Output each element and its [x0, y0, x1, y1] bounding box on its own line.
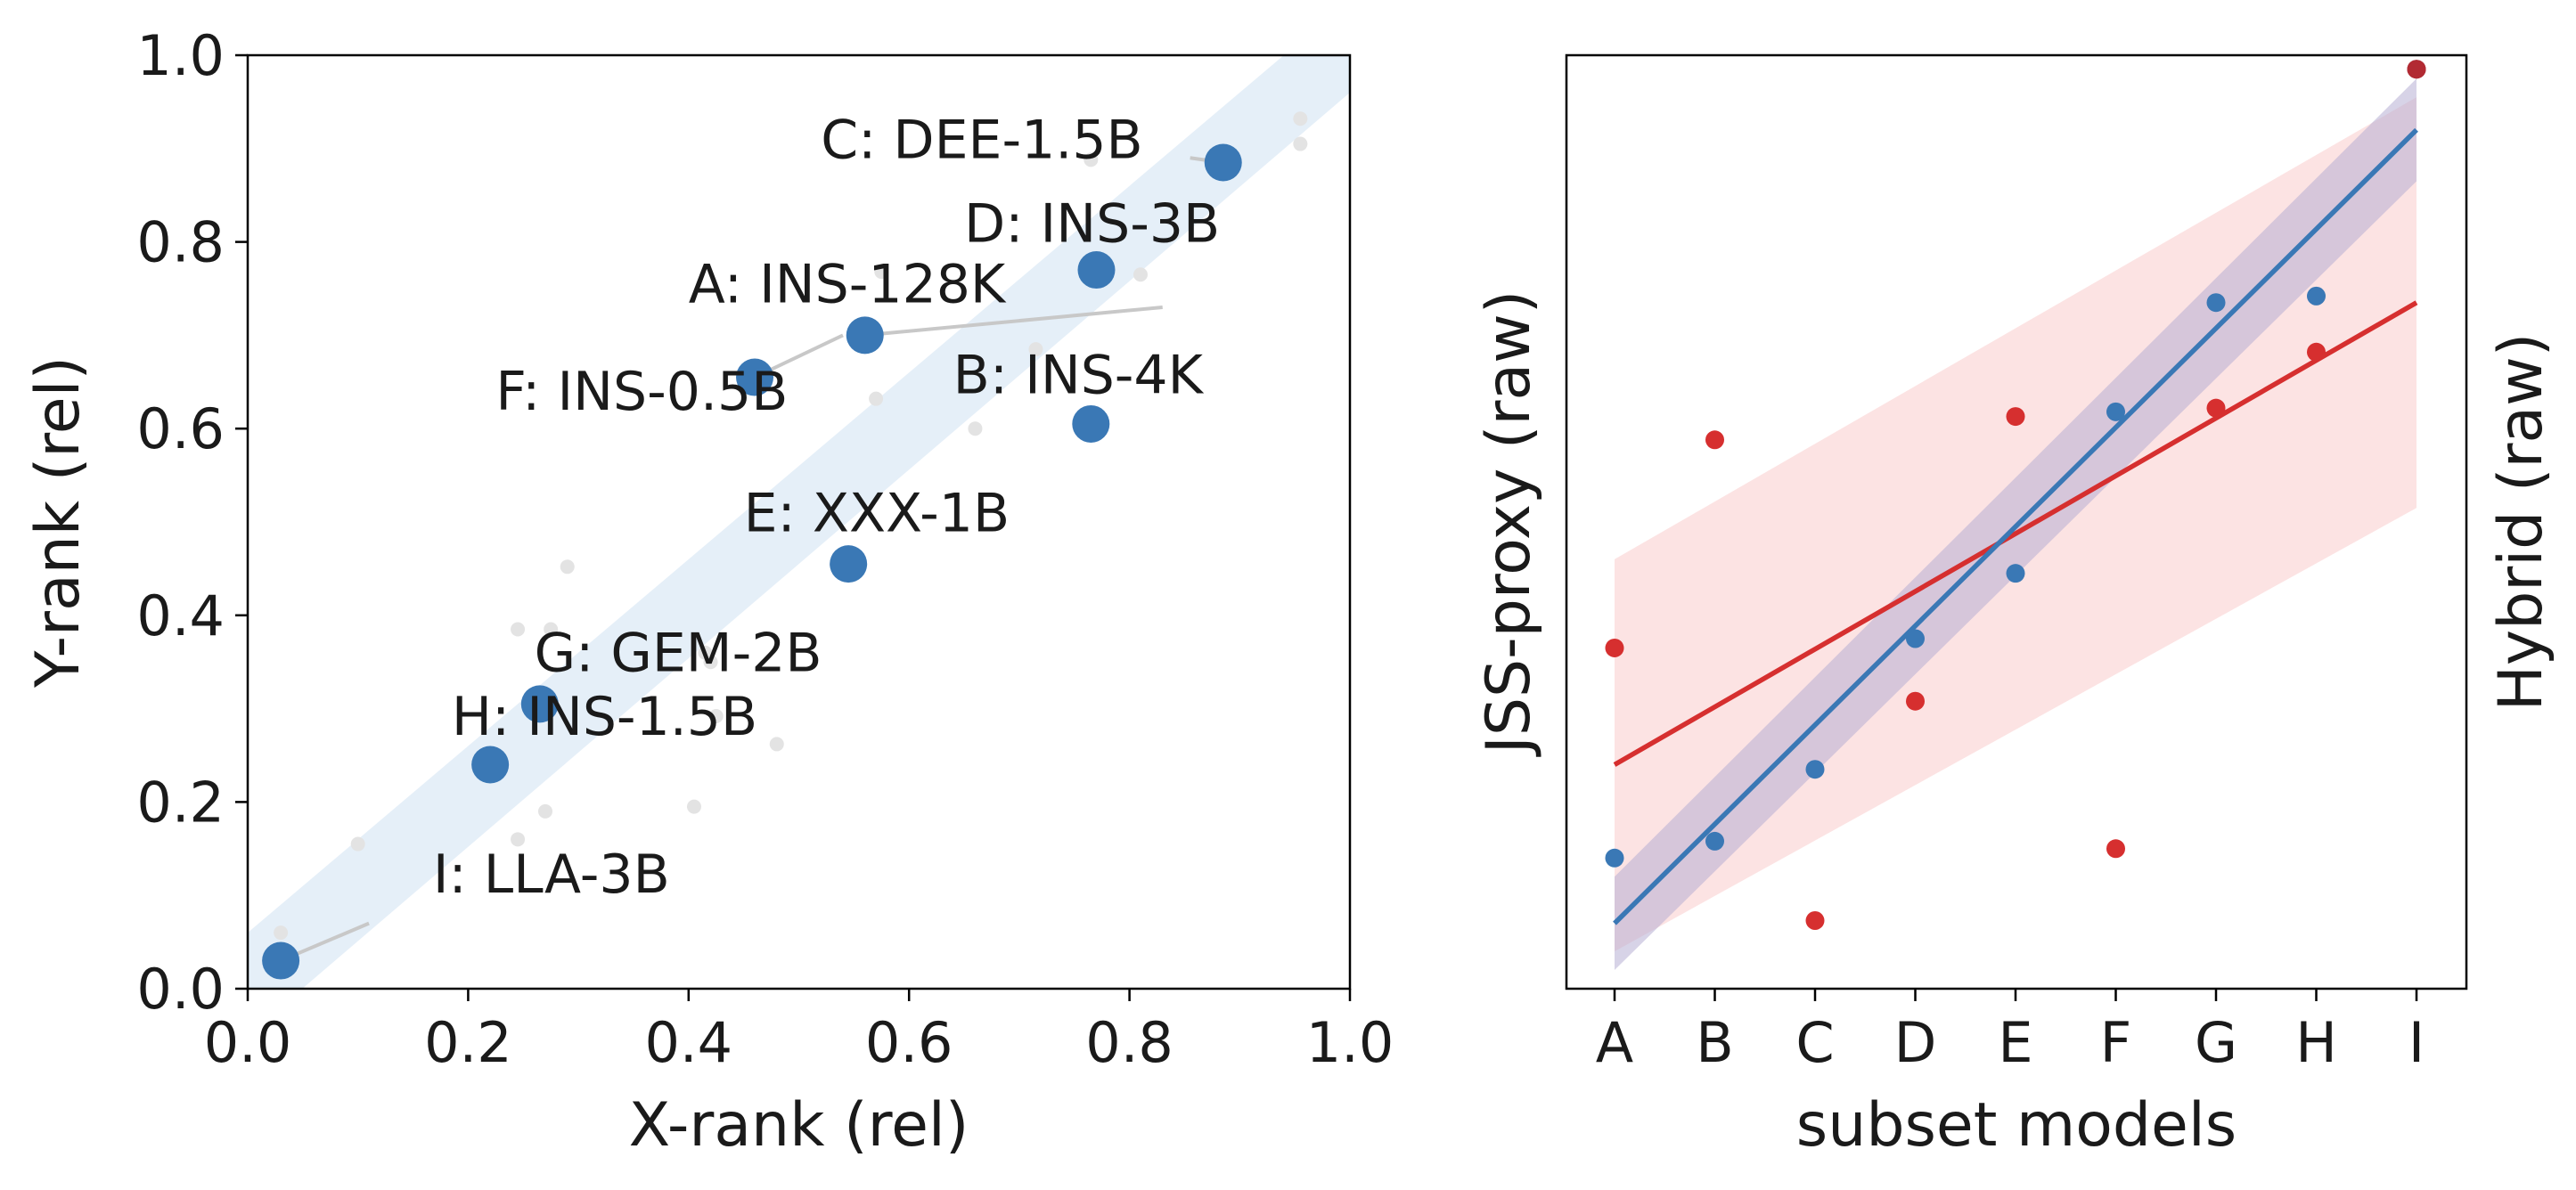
- background-point: [686, 799, 701, 814]
- category-tick-label: F: [2100, 1010, 2132, 1075]
- x-tick-label: 0.6: [865, 1010, 953, 1075]
- category-tick-label: I: [2408, 1010, 2425, 1075]
- series-point: [1605, 638, 1624, 657]
- left-agreement-band: [248, 55, 1350, 989]
- model-point-label: D: INS-3B: [964, 193, 1220, 256]
- right-x-axis-label: subset models: [1796, 1090, 2237, 1161]
- y-tick-label: 1.0: [136, 23, 225, 88]
- model-point-label: C: DEE-1.5B: [821, 109, 1142, 171]
- category-tick-label: G: [2195, 1010, 2237, 1075]
- model-point-label: A: INS-128K: [689, 254, 1007, 316]
- series-point: [1906, 629, 1925, 648]
- left-y-ticks: 0.0 0.2 0.4 0.6 0.8 1.0: [136, 23, 248, 1022]
- left-plot-frame: [246, 53, 1352, 990]
- series-point: [1705, 430, 1724, 450]
- series-point: [1605, 848, 1624, 868]
- series-point: [1906, 691, 1925, 711]
- background-point: [769, 737, 784, 752]
- label-leader-line: [864, 305, 1163, 338]
- series-point: [2206, 398, 2226, 418]
- x-tick-label: 1.0: [1306, 1010, 1394, 1075]
- y-tick-label: 0.6: [136, 396, 225, 461]
- right-series-points: [1605, 60, 2426, 930]
- background-point: [1133, 267, 1148, 282]
- background-point: [350, 836, 365, 852]
- left-x-ticks: 0.0 0.2 0.4 0.6 0.8 1.0: [204, 989, 1394, 1075]
- series-point: [1805, 910, 1825, 930]
- left-point-labels: A: INS-128K B: INS-4K C: DEE-1.5B D: INS-3B…: [433, 109, 1220, 906]
- right-y-axis-label: JSS-proxy (raw): [1474, 290, 1544, 757]
- background-point: [708, 708, 724, 723]
- background-point: [703, 655, 718, 670]
- model-point: [846, 316, 884, 355]
- left-scatter-panel: A: INS-128K B: INS-4K C: DEE-1.5B D: INS-3B…: [23, 23, 1394, 1161]
- background-point: [1084, 152, 1099, 167]
- left-highlight-points: [262, 143, 1242, 980]
- background-point: [1293, 111, 1308, 126]
- series-point: [2006, 564, 2025, 583]
- category-tick-label: D: [1894, 1010, 1937, 1075]
- category-tick-label: C: [1795, 1010, 1834, 1075]
- model-point-label: H: INS-1.5B: [452, 686, 757, 748]
- agreement-band: [248, 55, 1350, 989]
- series-point: [2106, 402, 2125, 421]
- y-tick-label: 0.8: [136, 210, 225, 275]
- background-point: [968, 421, 983, 436]
- series-point: [1805, 760, 1825, 779]
- model-point: [736, 358, 774, 396]
- background-point: [511, 832, 526, 847]
- left-y-axis-label: Y-rank (rel): [23, 356, 94, 689]
- category-tick-label: B: [1696, 1010, 1734, 1075]
- x-tick-label: 0.0: [204, 1010, 292, 1075]
- model-point-label: B: INS-4K: [953, 344, 1205, 406]
- background-point: [537, 803, 552, 819]
- model-point: [262, 941, 300, 980]
- left-x-axis-label: X-rank (rel): [629, 1090, 969, 1161]
- model-point: [471, 746, 510, 784]
- background-point: [869, 391, 884, 406]
- series-point: [2006, 407, 2025, 427]
- series-point: [2206, 293, 2226, 313]
- model-point: [1204, 143, 1242, 182]
- x-tick-label: 0.4: [644, 1010, 732, 1075]
- right-secondary-y-axis-label: Hybrid (raw): [2486, 333, 2556, 711]
- category-tick-label: E: [1998, 1010, 2032, 1075]
- y-tick-label: 0.0: [136, 957, 225, 1022]
- left-background-points: [274, 111, 1308, 941]
- model-point: [1072, 404, 1110, 443]
- model-point: [1077, 251, 1116, 289]
- model-point-label: F: INS-0.5B: [495, 361, 788, 423]
- series-point: [2307, 342, 2326, 362]
- model-point-label: I: LLA-3B: [433, 844, 670, 906]
- series-fit-line: [1613, 300, 2418, 767]
- background-point: [274, 925, 289, 941]
- overlap-point: [2407, 60, 2426, 79]
- right-fit-lines: [1613, 127, 2418, 925]
- model-point-label: G: GEM-2B: [535, 623, 822, 685]
- x-tick-label: 0.2: [424, 1010, 512, 1075]
- series-point: [2307, 286, 2326, 306]
- series-fit-line: [1613, 127, 2418, 925]
- background-point: [544, 622, 559, 637]
- background-point: [874, 265, 889, 280]
- series-point: [1705, 831, 1724, 851]
- model-point-label: E: XXX-1B: [744, 482, 1010, 544]
- background-point: [1028, 342, 1043, 357]
- x-tick-label: 0.8: [1085, 1010, 1174, 1075]
- y-tick-label: 0.4: [136, 583, 225, 648]
- y-tick-label: 0.2: [136, 770, 225, 835]
- category-tick-label: A: [1596, 1010, 1633, 1075]
- model-point: [520, 685, 559, 723]
- background-point: [560, 559, 575, 575]
- background-point: [1293, 136, 1308, 151]
- category-tick-label: H: [2295, 1010, 2337, 1075]
- series-point: [2106, 839, 2125, 859]
- model-point: [830, 545, 868, 583]
- background-point: [511, 622, 526, 637]
